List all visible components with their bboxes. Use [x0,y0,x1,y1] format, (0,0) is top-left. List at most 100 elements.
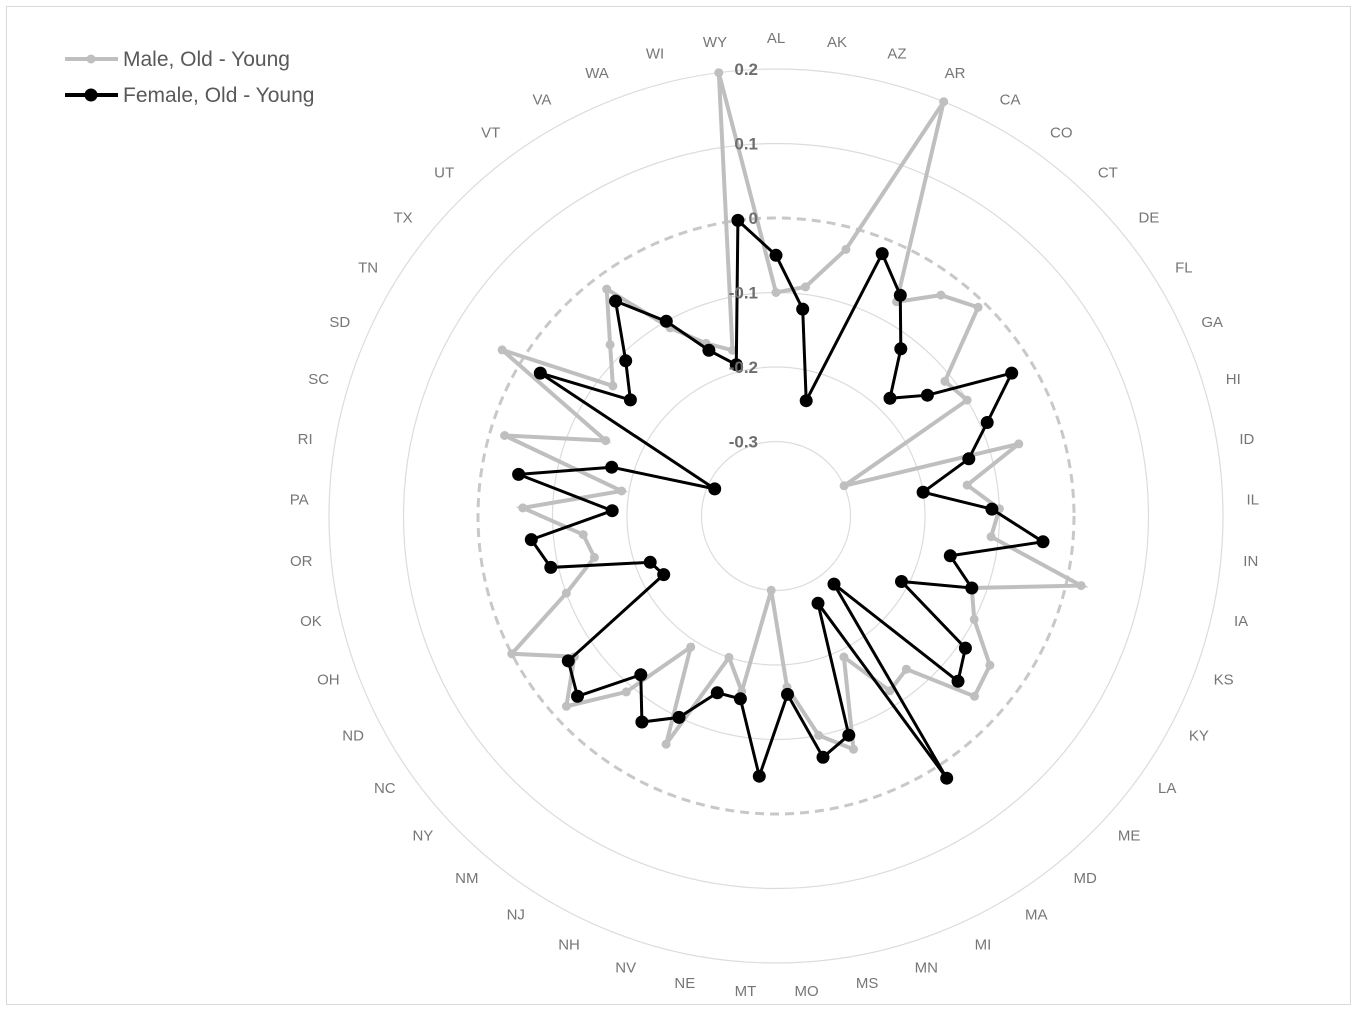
series-1-point-me [951,674,965,688]
category-label-ga: GA [1201,314,1223,331]
series-1-point-nh [672,710,686,724]
series-line-1 [518,217,1048,782]
series-1-point-ny [571,689,584,703]
category-label-md: MD [1074,870,1097,887]
legend-marker-female [84,88,98,102]
legend-marker-male [86,54,96,64]
category-label-ms: MS [856,975,879,992]
category-label-or: OR [290,553,313,570]
category-label-sd: SD [329,314,350,331]
series-0-point-ct [973,302,983,312]
series-0-point-me [970,691,979,701]
series-0-point-nd [507,649,517,659]
series-1-point-tx [623,393,637,407]
series-1-point-ky [895,575,908,588]
category-label-nd: ND [342,728,364,745]
series-1-point-az [799,394,813,408]
series-1-point-ar [875,247,889,261]
series-0-point-nj [686,642,696,652]
series-1-point-ut [619,354,633,368]
category-label-ks: KS [1214,672,1234,689]
category-label-id: ID [1239,431,1254,448]
series-0-point-md [901,664,911,674]
category-label-wi: WI [646,46,664,63]
category-label-fl: FL [1175,260,1193,277]
category-label-ny: NY [412,828,433,845]
category-label-ri: RI [298,431,313,448]
series-1-point-pa [605,504,619,518]
series-1-point-hi [962,452,976,466]
series-1-point-in [1036,535,1050,549]
category-label-co: CO [1050,125,1073,142]
series-0-point-ny [561,701,571,711]
legend-entry-male: Male, Old - Young [65,48,290,71]
tick-label-1: -0.2 [729,358,758,377]
series-1-point-nd [657,568,671,582]
series-0-point-co [936,290,946,300]
series-0-point-pa [518,503,528,513]
series-0-point-ar [939,97,949,107]
series-0-point-nm [621,687,631,697]
category-label-ct: CT [1098,164,1118,181]
series-1-point-mi [811,596,825,610]
series-1-point-co [894,342,908,356]
category-label-wa: WA [585,65,609,82]
series-0-point-sd [601,436,611,446]
series-1-point-sc [605,460,619,474]
grid-rings [328,68,1224,964]
series-1-point-nj [635,715,649,729]
series-0-point-vt [602,284,612,294]
category-label-al: AL [767,30,785,47]
series-0-point-mi [839,652,849,662]
grid-ring-1 [626,366,926,666]
radial-tick-labels: -0.3 -0.2 -0.1 0 0.1 0.2 [729,60,758,452]
category-label-ok: OK [300,613,322,630]
grid-ring-3 [476,216,1076,816]
series-1-point-mt [752,769,766,783]
grid-ring-0 [700,440,852,592]
series-1-point-ma [940,771,954,785]
series-0-point-ky [969,614,979,624]
series-1-point-va [659,314,673,328]
category-label-nc: NC [374,780,396,797]
tick-label-2: -0.1 [729,284,758,303]
category-label-ak: AK [827,34,847,51]
series-1-point-tn [533,366,547,380]
category-label-ca: CA [1000,91,1021,108]
series-1-point-ks [965,581,979,595]
series-1-point-de [920,388,934,402]
tick-label-3: 0 [749,209,758,228]
category-label-sc: SC [308,371,329,388]
category-label-la: LA [1158,780,1176,797]
series-1-point-la [958,641,972,655]
series-1-point-nc [561,654,575,668]
category-label-in: IN [1243,553,1258,570]
category-label-ne: NE [674,975,695,992]
chart-frame [6,6,1351,1005]
series-1-point-ok [544,560,558,574]
category-label-nv: NV [615,960,636,977]
series-0-point-ok [589,552,599,562]
series-1-point-ia [943,549,957,563]
series-0-point-fl [962,395,972,405]
series-1-point-mn [842,728,856,742]
series-0-point-sc [500,431,510,440]
series-0-point-la [985,660,995,670]
category-label-nm: NM [455,870,478,887]
tick-label-4: 0.1 [734,135,758,154]
series-0-point-mn [849,744,858,754]
series-0-point-ms [814,730,824,740]
series-0-point-wi [728,345,737,355]
series-layer [497,68,1089,785]
category-label-tx: TX [393,210,412,227]
series-1-point-ms [816,750,830,764]
category-label-nh: NH [558,937,580,954]
series-0-point-az [841,244,851,254]
series-0-point-ia [1076,581,1086,591]
category-label-il: IL [1246,492,1259,509]
series-0-point-mt [766,585,776,595]
category-label-ky: KY [1189,728,1209,745]
category-label-de: DE [1139,210,1160,227]
series-1-point-fl [1005,366,1019,380]
